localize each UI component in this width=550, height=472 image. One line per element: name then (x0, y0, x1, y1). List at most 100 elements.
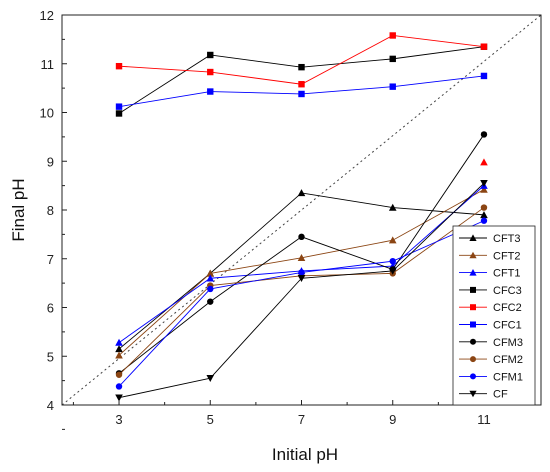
series-line-cfm3 (118, 134, 485, 374)
data-point-cfc3 (298, 63, 305, 71)
data-point-cfm1 (298, 269, 305, 276)
data-point-cfc3 (207, 51, 214, 59)
y-tick-label: 9 (47, 154, 54, 169)
data-point-cfm1 (480, 217, 488, 224)
legend-label: CFM2 (493, 354, 523, 366)
legend-marker (469, 251, 477, 259)
legend: CFT3 CFT2 CFT1 CFC3 CFC2 CFC1 CFM3 CFM2 CFM1 CF (452, 225, 536, 406)
data-point-cfc3 (115, 110, 123, 117)
series-cft2 (115, 185, 488, 359)
legend-box (452, 225, 536, 406)
data-point-cfc2 (115, 62, 123, 70)
extra-series (480, 158, 488, 166)
legend-marker (470, 356, 476, 363)
axes-layer: 3 5 7 9 11 4 5 6 7 8 9 10 11 12 (40, 8, 542, 430)
series-cfm2 (115, 204, 488, 378)
legend-marker (469, 390, 477, 398)
legend-label: CFC3 (493, 285, 522, 297)
legend-marker (470, 373, 476, 380)
data-point-cfc1 (389, 83, 396, 90)
series-cfc2 (115, 32, 488, 88)
legend-label: CFM1 (493, 371, 523, 383)
x-tick-label: 5 (207, 412, 214, 427)
y-tick-label: 8 (47, 203, 54, 218)
series-cfc1 (115, 72, 488, 110)
data-point-cf (115, 394, 123, 402)
data-point-cft2 (388, 236, 397, 244)
y-tick-label: 6 (47, 301, 54, 316)
legend-item-cfm1: CFM1 (459, 371, 523, 383)
data-point-cfc2 (298, 81, 305, 88)
series-layer (115, 32, 488, 402)
data-point-cfc1 (298, 90, 305, 98)
data-point-cft3 (115, 345, 123, 353)
series-cfm1 (115, 217, 488, 390)
y-tick-label: 4 (47, 398, 54, 413)
legend-label: CFM3 (493, 337, 523, 349)
data-point-cfc2 (207, 68, 214, 76)
series-cfc3 (115, 43, 488, 117)
data-point-cft2 (297, 253, 306, 261)
x-tick-label: 3 (115, 412, 122, 427)
x-tick-label: 9 (389, 412, 396, 427)
series-line-cfm2 (118, 207, 485, 376)
y-axis-title: Final pH (9, 178, 28, 241)
series-cf (115, 179, 488, 402)
legend-label: CFC1 (493, 320, 522, 332)
data-point-cfm1 (115, 383, 123, 390)
data-point-cft2 (480, 185, 488, 193)
legend-item-cfm2: CFM2 (459, 354, 523, 366)
x-axis-title: Initial pH (272, 445, 338, 464)
legend-label: CF (493, 389, 508, 401)
y-tick-label: 7 (47, 252, 54, 267)
data-point-cfc3 (389, 55, 396, 63)
y-tick-label: 11 (41, 57, 55, 72)
data-point-extra (480, 158, 488, 166)
data-point-cfc1 (115, 103, 123, 110)
legend-item-cfc2: CFC2 (459, 302, 522, 314)
legend-marker (469, 269, 477, 276)
legend-marker (470, 338, 476, 345)
legend-label: CFT2 (493, 250, 521, 262)
data-point-cfm1 (207, 285, 214, 293)
data-point-cfc2 (480, 43, 488, 50)
data-point-cft2 (206, 269, 215, 277)
data-point-cfc1 (480, 72, 488, 80)
legend-label: CFT1 (493, 268, 521, 280)
data-point-cfm2 (480, 204, 488, 211)
y-tick-label: 5 (47, 349, 54, 364)
y-tick-label: 12 (40, 8, 54, 23)
legend-label: CFC2 (493, 302, 522, 314)
data-point-cfc2 (389, 32, 396, 39)
data-point-cf (297, 275, 306, 283)
data-point-cft1 (206, 274, 215, 282)
legend-item-cft1: CFT1 (459, 268, 521, 280)
x-tick-label: 11 (477, 412, 491, 427)
series-cfm3 (115, 131, 488, 377)
series-line-cft1 (118, 185, 485, 343)
data-point-cft2 (115, 351, 123, 359)
data-point-cf (388, 267, 397, 275)
x-tick-label: 7 (298, 412, 305, 427)
series-line-cfc2 (118, 35, 485, 85)
data-point-cft1 (115, 338, 123, 346)
legend-item-cfc3: CFC3 (459, 285, 522, 297)
legend-marker (470, 286, 476, 293)
data-point-cft3 (388, 203, 397, 211)
data-point-cft3 (297, 189, 306, 197)
data-point-cfm2 (115, 371, 123, 378)
data-point-cft3 (480, 211, 488, 219)
data-point-cfm1 (389, 257, 396, 265)
series-cft1 (115, 181, 488, 346)
legend-marker (470, 321, 476, 328)
series-line-cfc3 (118, 46, 485, 114)
data-point-cfm3 (480, 131, 488, 138)
data-point-cf (480, 179, 488, 187)
legend-item-cft3: CFT3 (459, 233, 521, 245)
data-point-cfm3 (207, 298, 214, 305)
legend-marker (469, 234, 477, 241)
legend-marker (470, 304, 476, 311)
y-tick-label: 10 (40, 106, 54, 121)
legend-label: CFT3 (493, 233, 521, 245)
